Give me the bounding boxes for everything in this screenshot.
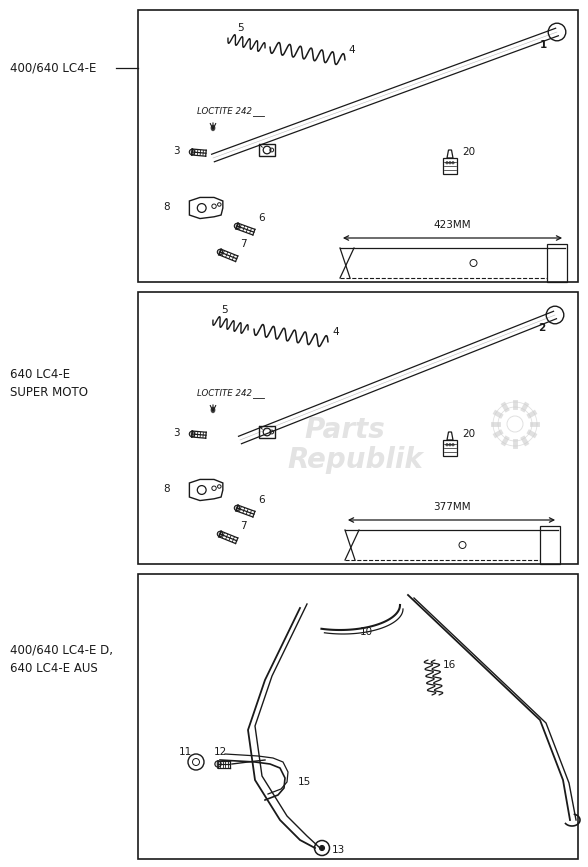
Text: 400/640 LC4-E: 400/640 LC4-E [10,62,96,75]
Text: 2: 2 [538,323,545,333]
Text: 3: 3 [173,428,180,438]
Circle shape [189,431,195,437]
Text: 15: 15 [298,777,311,787]
Circle shape [449,444,451,446]
Text: 5: 5 [222,305,228,315]
Text: SUPER MOTO: SUPER MOTO [10,387,88,400]
Bar [540,526,560,564]
Text: 400/640 LC4-E D,: 400/640 LC4-E D, [10,643,113,656]
Polygon shape [211,126,215,131]
Text: 4: 4 [332,327,339,337]
Text: 13: 13 [332,845,345,855]
Bar [138,10,578,282]
Text: Republik: Republik [287,446,423,474]
Text: 423MM: 423MM [433,220,471,230]
Text: 1: 1 [540,40,547,50]
Text: 640 LC4-E: 640 LC4-E [10,368,70,381]
Bar [138,574,578,859]
Text: 3: 3 [173,146,180,156]
Bar [547,244,567,282]
Circle shape [449,161,451,164]
Text: 377MM: 377MM [433,502,471,512]
Text: 11: 11 [178,747,192,757]
Circle shape [446,444,448,446]
Text: 6: 6 [258,213,265,223]
Polygon shape [211,407,215,413]
Bar [259,144,275,156]
Text: 5: 5 [237,23,243,33]
Text: 6: 6 [258,495,265,505]
Circle shape [218,531,223,537]
Text: LOCTITE 242: LOCTITE 242 [197,389,252,399]
Circle shape [215,761,221,767]
Circle shape [452,161,454,164]
Text: 8: 8 [163,202,170,212]
Circle shape [446,161,448,164]
Bar [259,427,275,438]
Circle shape [234,505,240,511]
Text: 7: 7 [240,239,246,249]
Circle shape [319,845,325,851]
Text: 8: 8 [163,484,170,494]
Text: 10: 10 [360,627,373,637]
Circle shape [234,224,240,229]
Text: 640 LC4-E AUS: 640 LC4-E AUS [10,662,98,675]
Text: 12: 12 [213,747,226,757]
Text: Parts: Parts [305,416,385,444]
Text: 16: 16 [443,660,456,670]
Circle shape [189,149,195,154]
Text: 20: 20 [462,147,475,157]
Text: LOCTITE 242: LOCTITE 242 [197,108,252,116]
Bar [138,292,578,564]
Text: 4: 4 [348,45,355,55]
Circle shape [452,444,454,446]
Text: 7: 7 [240,521,246,531]
Circle shape [218,250,223,255]
Text: 20: 20 [462,429,475,439]
